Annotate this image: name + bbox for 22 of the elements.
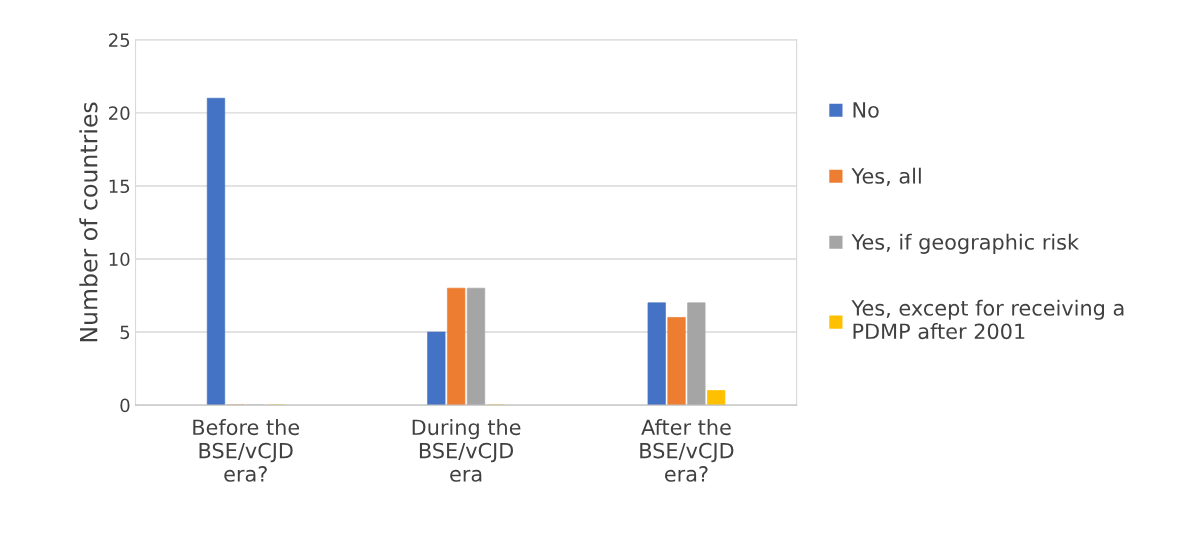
legend-label: Yes, if geographic risk <box>851 233 1079 254</box>
bar <box>206 97 226 406</box>
bar <box>466 287 486 406</box>
y-tick-label: 5 <box>120 325 130 340</box>
bar <box>687 302 706 406</box>
y-axis-title: Number of countries <box>79 102 98 342</box>
bar <box>667 317 686 406</box>
y-tick-label: 25 <box>109 33 130 47</box>
y-tick-label: 20 <box>109 106 130 120</box>
y-tick-label: 10 <box>109 252 130 267</box>
legend-label: Yes, except for receiving a PDMP after 2001 <box>851 299 1124 340</box>
y-tick-label: 0 <box>120 398 130 413</box>
bar <box>447 287 466 406</box>
x-tick-label: Before the BSE/vCJD era? <box>193 419 300 482</box>
bar <box>707 390 726 406</box>
y-tick-label: 15 <box>109 179 130 194</box>
legend-label: Yes, all <box>851 167 921 186</box>
x-tick-label: After the BSE/vCJD era? <box>640 419 734 482</box>
bar <box>427 331 446 406</box>
legend-label: No <box>853 102 879 118</box>
x-tick-label: During the BSE/vCJD era <box>412 419 521 482</box>
bar <box>647 302 666 406</box>
